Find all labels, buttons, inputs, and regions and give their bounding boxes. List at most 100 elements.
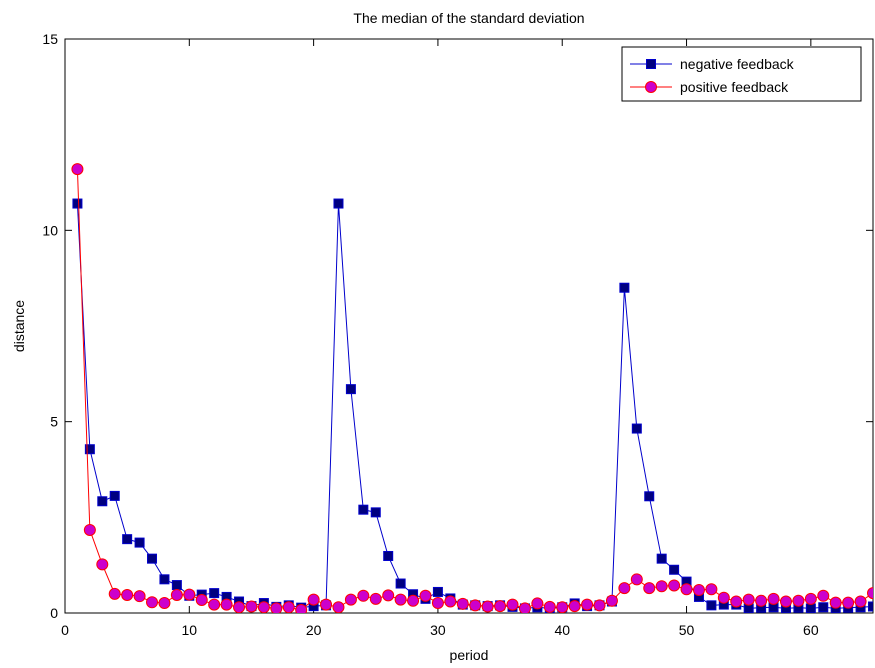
data-point xyxy=(506,598,519,611)
data-point xyxy=(644,491,655,502)
data-point xyxy=(159,574,170,585)
data-point xyxy=(656,553,667,564)
data-point xyxy=(867,587,873,600)
data-point xyxy=(804,592,817,605)
data-point xyxy=(842,596,855,609)
data-point xyxy=(72,198,83,209)
data-point xyxy=(233,601,246,613)
data-point xyxy=(581,598,594,611)
data-point xyxy=(643,582,656,595)
data-point xyxy=(84,444,95,455)
data-point xyxy=(730,595,743,608)
data-point xyxy=(767,592,780,605)
data-point xyxy=(432,586,443,597)
data-point xyxy=(593,599,606,612)
data-point xyxy=(518,602,531,613)
data-point xyxy=(83,523,96,536)
legend-box xyxy=(621,46,862,102)
data-point xyxy=(531,597,544,610)
data-point xyxy=(333,198,344,209)
data-point xyxy=(282,601,295,613)
data-point xyxy=(705,583,718,596)
data-point xyxy=(469,599,482,612)
data-point xyxy=(605,594,618,607)
y-tick-label: 15 xyxy=(42,31,58,47)
data-point xyxy=(195,593,208,606)
data-point xyxy=(668,579,681,592)
legend-marker xyxy=(646,59,656,69)
data-point xyxy=(630,573,643,586)
x-tick-label: 50 xyxy=(679,622,695,638)
data-point xyxy=(370,507,381,518)
data-point xyxy=(407,594,420,607)
data-point xyxy=(779,595,792,608)
data-point xyxy=(209,588,220,599)
data-point xyxy=(854,595,867,608)
data-point xyxy=(382,589,395,602)
data-point xyxy=(109,490,120,501)
data-point xyxy=(618,582,631,595)
x-axis: 0 10 20 30 40 50 60 xyxy=(61,39,819,638)
series-positive-feedback xyxy=(71,163,873,613)
x-tick-label: 40 xyxy=(554,622,570,638)
data-point xyxy=(444,595,457,608)
legend-label: negative feedback xyxy=(680,56,795,72)
data-point xyxy=(257,601,270,613)
data-point xyxy=(456,597,469,610)
data-point xyxy=(543,600,556,613)
data-point xyxy=(358,504,369,515)
x-tick-label: 30 xyxy=(430,622,446,638)
data-point xyxy=(556,601,569,613)
x-tick-label: 20 xyxy=(306,622,322,638)
data-point xyxy=(481,600,494,613)
chart-title: The median of the standard deviation xyxy=(353,10,584,26)
data-point xyxy=(369,592,382,605)
data-point xyxy=(818,602,829,613)
data-point xyxy=(431,597,444,610)
series-layer xyxy=(71,163,873,613)
data-point xyxy=(419,589,432,602)
data-point xyxy=(147,553,158,564)
data-point xyxy=(133,590,146,603)
legend-label: positive feedback xyxy=(680,79,789,95)
data-point xyxy=(220,598,233,611)
data-point xyxy=(619,282,630,293)
legend: negative feedback positive feedback xyxy=(621,46,862,102)
data-point xyxy=(320,598,333,611)
data-point xyxy=(134,537,145,548)
data-point xyxy=(357,589,370,602)
data-point xyxy=(96,558,109,571)
data-point xyxy=(717,591,730,604)
data-point xyxy=(344,593,357,606)
y-tick-label: 0 xyxy=(50,605,58,621)
data-point xyxy=(829,596,842,609)
data-point xyxy=(792,594,805,607)
legend-marker xyxy=(645,81,657,93)
data-point xyxy=(631,423,642,434)
data-point xyxy=(122,534,133,545)
y-tick-label: 5 xyxy=(50,414,58,430)
data-point xyxy=(121,589,134,602)
data-point xyxy=(568,600,581,613)
x-axis-label: period xyxy=(450,647,489,663)
data-point xyxy=(692,584,705,597)
data-point xyxy=(706,600,717,611)
y-tick-label: 10 xyxy=(42,222,58,238)
data-point xyxy=(383,550,394,561)
data-point xyxy=(394,593,407,606)
data-point xyxy=(108,587,121,600)
data-point xyxy=(183,588,196,601)
y-axis-label: distance xyxy=(11,300,27,352)
data-point xyxy=(755,594,768,607)
data-point xyxy=(245,600,258,613)
data-point xyxy=(158,597,171,610)
data-point xyxy=(171,580,182,591)
data-point xyxy=(817,589,830,602)
data-point xyxy=(71,163,84,176)
data-point xyxy=(669,564,680,575)
data-point xyxy=(270,602,283,613)
data-point xyxy=(805,603,816,613)
x-tick-label: 0 xyxy=(61,622,69,638)
data-point xyxy=(494,600,507,613)
